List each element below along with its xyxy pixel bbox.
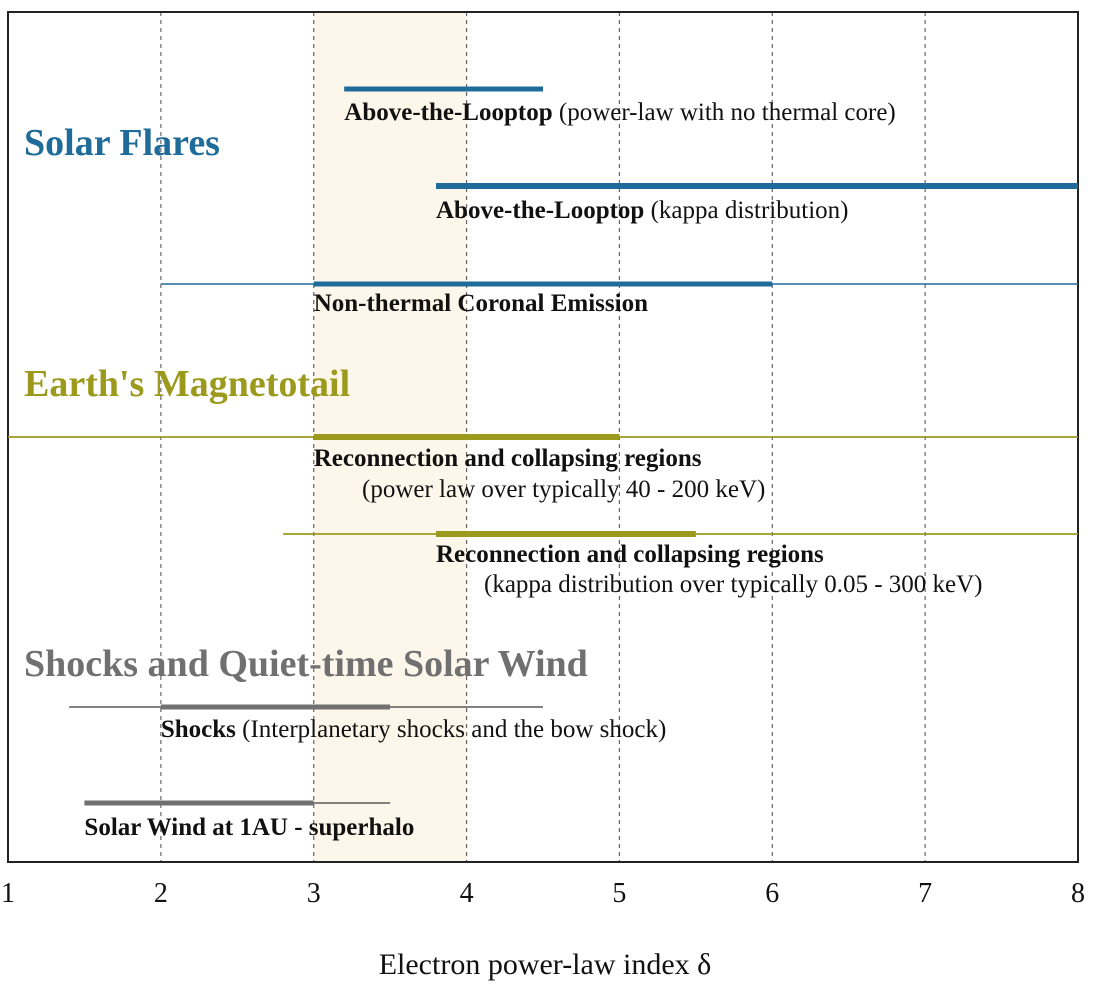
- x-tick-label: 4: [460, 878, 474, 909]
- entry-label-detail: (Interplanetary shocks and the bow shock…: [236, 716, 666, 743]
- group-title: Shocks and Quiet-time Solar Wind: [24, 643, 588, 685]
- label-layer: Solar Flares Above-the-Looptop (power-law…: [24, 99, 983, 841]
- entry-label: Reconnection and collapsing regions: [436, 541, 824, 568]
- entry-label-bold: Non-thermal Coronal Emission: [314, 290, 648, 317]
- x-tick-label: 5: [612, 878, 626, 909]
- x-tick-label: 7: [918, 878, 932, 909]
- entry-label-bold: Above-the-Looptop: [344, 99, 552, 126]
- entry-label-bold: Above-the-Looptop: [436, 197, 644, 224]
- x-tick-label: 2: [154, 878, 168, 909]
- tick-layer: 1 2 3 4 5 6 7 8: [1, 878, 1085, 909]
- entry-label: Shocks (Interplanetary shocks and the bo…: [161, 716, 666, 743]
- entry-label-detail: (power-law with no thermal core): [553, 99, 896, 126]
- entry-label-line2: (kappa distribution over typically 0.05 …: [484, 571, 983, 598]
- group-title: Solar Flares: [24, 122, 220, 164]
- x-tick-label: 8: [1071, 878, 1085, 909]
- entry-label-detail: (kappa distribution): [644, 197, 848, 224]
- entry-label-bold: Reconnection and collapsing regions: [314, 445, 702, 472]
- entry-label-bold: Solar Wind at 1AU - superhalo: [84, 814, 414, 841]
- x-tick-label: 1: [1, 878, 15, 909]
- entry-label: Non-thermal Coronal Emission: [314, 290, 648, 317]
- x-axis-title: Electron power-law index δ: [379, 948, 712, 981]
- entry-label-line2: (power law over typically 40 - 200 keV): [362, 476, 765, 503]
- entry-label: Solar Wind at 1AU - superhalo: [84, 814, 414, 841]
- x-tick-label: 6: [765, 878, 779, 909]
- entry-label: Above-the-Looptop (power-law with no the…: [344, 99, 895, 126]
- entry-label: Reconnection and collapsing regions: [314, 445, 702, 472]
- entry-label: Above-the-Looptop (kappa distribution): [436, 197, 848, 224]
- entry-label-bold: Reconnection and collapsing regions: [436, 541, 824, 568]
- range-layer: [8, 86, 1078, 806]
- x-tick-label: 3: [307, 878, 321, 909]
- entry-label-bold: Shocks: [161, 716, 236, 743]
- group-title: Earth's Magnetotail: [24, 363, 350, 405]
